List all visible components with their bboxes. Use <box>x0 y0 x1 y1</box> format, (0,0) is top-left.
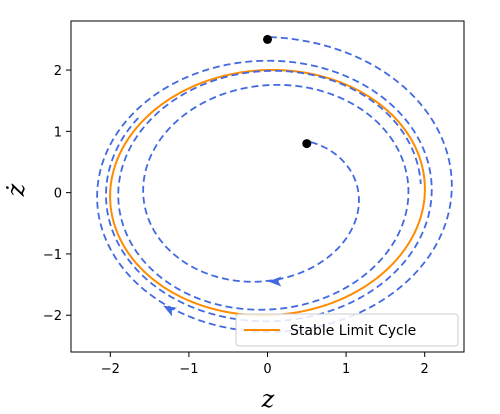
x-axis-label: z <box>261 385 275 413</box>
x-tick-label: −1 <box>179 362 198 377</box>
plot-area <box>70 20 465 353</box>
x-tick-label: −2 <box>101 362 120 377</box>
outer-trajectory-dashed <box>96 36 453 333</box>
start-point-marker <box>263 34 272 44</box>
y-tick-label: 1 <box>54 125 62 140</box>
inner-trajectory-dashed <box>117 69 422 311</box>
legend-label-limit-cycle: Stable Limit Cycle <box>290 323 416 339</box>
y-tick-label: 2 <box>54 64 62 79</box>
start-point-marker <box>302 139 312 149</box>
x-tick-label: 0 <box>263 362 271 377</box>
outer-trajectory-arrow-head <box>163 305 177 317</box>
outer-trajectory-arrow <box>163 305 177 317</box>
legend: Stable Limit Cycle <box>235 313 459 347</box>
limit-cycle-curve <box>109 68 426 317</box>
inner-trajectory-arrow-head <box>268 276 282 287</box>
y-axis-label: ż <box>2 183 30 197</box>
legend-box <box>235 313 459 347</box>
x-tick-label: 2 <box>421 362 429 377</box>
y-tick-label: −2 <box>43 309 62 324</box>
x-tick-label: 1 <box>342 362 350 377</box>
y-tick-label: 0 <box>54 187 62 202</box>
y-tick-label: −1 <box>43 248 62 263</box>
inner-trajectory-arrow <box>268 276 282 287</box>
